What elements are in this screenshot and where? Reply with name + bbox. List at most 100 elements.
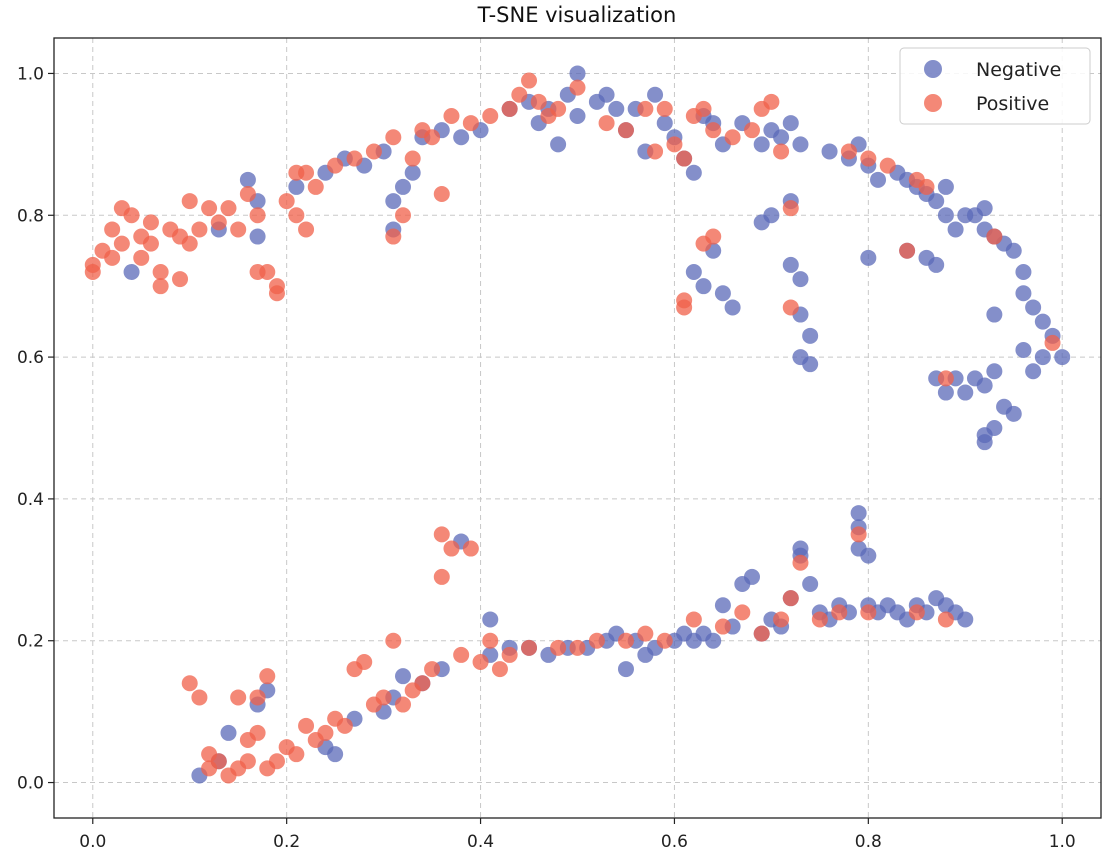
point-positive bbox=[385, 228, 402, 245]
point-positive bbox=[453, 646, 470, 663]
point-positive bbox=[181, 193, 198, 210]
point-positive bbox=[278, 193, 295, 210]
point-positive bbox=[395, 696, 411, 713]
point-positive bbox=[172, 271, 189, 288]
point-negative bbox=[976, 377, 993, 394]
point-negative bbox=[753, 136, 770, 153]
point-negative bbox=[976, 200, 993, 217]
point-positive bbox=[152, 264, 169, 280]
point-negative bbox=[937, 178, 954, 195]
point-positive bbox=[433, 526, 450, 543]
point-negative bbox=[1015, 264, 1032, 280]
point-positive bbox=[482, 108, 499, 124]
point-negative bbox=[802, 327, 819, 344]
point-negative bbox=[327, 746, 344, 763]
point-positive bbox=[404, 150, 421, 167]
point-negative bbox=[249, 228, 266, 245]
point-negative bbox=[860, 249, 877, 266]
point-positive bbox=[84, 264, 101, 280]
point-positive bbox=[230, 689, 247, 706]
point-negative bbox=[782, 256, 799, 273]
legend-label-positive: Positive bbox=[976, 93, 1049, 115]
point-negative bbox=[239, 171, 256, 188]
y-tick-label: 0.6 bbox=[17, 348, 44, 368]
y-tick-label: 0.2 bbox=[17, 632, 44, 652]
point-positive bbox=[550, 100, 567, 117]
point-negative bbox=[1005, 405, 1022, 422]
point-positive bbox=[550, 639, 567, 656]
point-positive bbox=[433, 568, 450, 585]
point-negative bbox=[976, 434, 993, 451]
point-negative bbox=[598, 86, 615, 103]
point-positive bbox=[365, 143, 382, 160]
point-negative bbox=[1025, 363, 1042, 380]
point-positive bbox=[714, 618, 731, 635]
point-negative bbox=[453, 129, 470, 146]
point-positive bbox=[414, 675, 431, 692]
point-negative bbox=[947, 221, 964, 238]
point-positive bbox=[104, 221, 121, 238]
point-positive bbox=[511, 86, 528, 103]
point-positive bbox=[937, 370, 954, 387]
point-negative bbox=[928, 193, 945, 210]
point-positive bbox=[617, 122, 634, 139]
point-positive bbox=[317, 724, 334, 741]
grid-lines bbox=[54, 38, 1101, 818]
point-positive bbox=[521, 639, 538, 656]
point-positive bbox=[569, 79, 586, 96]
point-positive bbox=[811, 611, 828, 628]
point-positive bbox=[239, 753, 256, 770]
y-tick-label: 0.8 bbox=[17, 206, 44, 226]
point-positive bbox=[375, 689, 392, 706]
point-negative bbox=[617, 661, 634, 678]
point-positive bbox=[142, 235, 159, 252]
point-negative bbox=[1034, 313, 1051, 330]
point-negative bbox=[782, 115, 799, 132]
point-positive bbox=[249, 724, 266, 741]
point-positive bbox=[501, 646, 518, 663]
point-positive bbox=[860, 150, 877, 167]
point-positive bbox=[637, 625, 654, 642]
point-positive bbox=[782, 200, 799, 217]
point-negative bbox=[685, 264, 702, 280]
point-negative bbox=[850, 505, 867, 522]
scatter-points bbox=[84, 65, 1071, 784]
point-negative bbox=[482, 611, 499, 628]
point-negative bbox=[656, 115, 673, 132]
point-positive bbox=[840, 143, 857, 160]
point-negative bbox=[714, 597, 731, 614]
point-positive bbox=[443, 540, 460, 557]
point-negative bbox=[569, 65, 586, 82]
point-negative bbox=[1034, 349, 1051, 366]
point-positive bbox=[744, 122, 760, 139]
point-positive bbox=[298, 717, 315, 734]
point-positive bbox=[521, 72, 538, 89]
point-positive bbox=[908, 604, 925, 621]
point-negative bbox=[395, 668, 411, 685]
point-positive bbox=[656, 100, 673, 117]
point-positive bbox=[647, 143, 664, 160]
point-positive bbox=[676, 299, 693, 316]
point-negative bbox=[802, 356, 819, 373]
point-positive bbox=[705, 228, 722, 245]
point-positive bbox=[133, 249, 150, 266]
point-positive bbox=[298, 164, 315, 181]
point-positive bbox=[850, 526, 867, 543]
point-negative bbox=[608, 100, 625, 117]
point-positive bbox=[288, 746, 305, 763]
point-negative bbox=[957, 611, 974, 628]
point-positive bbox=[201, 200, 218, 217]
point-positive bbox=[152, 278, 169, 295]
point-positive bbox=[385, 129, 402, 146]
point-positive bbox=[123, 207, 140, 224]
point-negative bbox=[763, 207, 780, 224]
point-positive bbox=[191, 689, 208, 706]
point-negative bbox=[550, 136, 567, 153]
point-positive bbox=[462, 115, 479, 132]
point-negative bbox=[695, 278, 712, 295]
point-positive bbox=[462, 540, 479, 557]
point-positive bbox=[424, 129, 441, 146]
point-negative bbox=[937, 384, 954, 401]
point-positive bbox=[336, 717, 353, 734]
point-positive bbox=[327, 157, 344, 174]
